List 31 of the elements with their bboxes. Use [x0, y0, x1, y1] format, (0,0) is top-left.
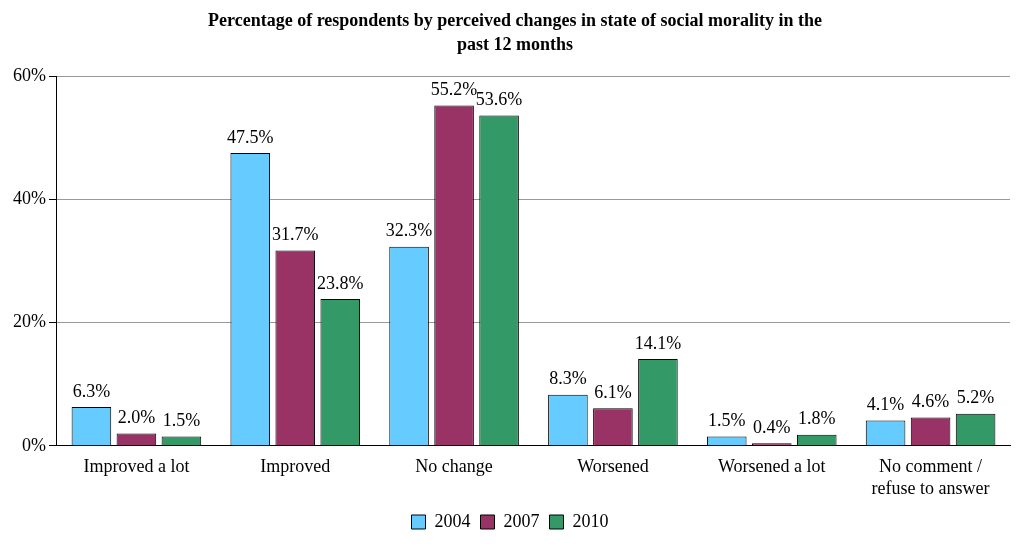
text: 4.1% — [866, 394, 905, 415]
y-tick-label: 20% — [12, 311, 46, 332]
text: 1.8% — [798, 408, 836, 429]
x-tick-label: Improved a lot — [83, 456, 190, 477]
text: 4.6% — [911, 391, 950, 412]
y-tick-label: 0% — [21, 434, 46, 455]
legend-label: 2010 — [572, 510, 609, 531]
y-tick-label: 60% — [12, 64, 46, 85]
text: 0.4% — [753, 417, 791, 438]
text: 55.2% — [430, 79, 478, 100]
x-tick-label: Worsened a lot — [717, 456, 826, 477]
y-tick-label: 40% — [12, 188, 46, 208]
text: 6.1% — [594, 381, 632, 402]
text: 23.8% — [317, 272, 364, 293]
text: 31.7% — [272, 224, 319, 245]
text: 1.5% — [162, 410, 201, 431]
x-tick-label: No comment / refuse to answer — [871, 456, 990, 498]
text: 32.3% — [385, 220, 433, 241]
text: 8.3% — [549, 368, 587, 389]
text: 6.3% — [72, 380, 111, 401]
legend-label: 2004 — [434, 510, 471, 531]
text: 14.1% — [634, 332, 682, 353]
x-tick-label: No change — [415, 456, 493, 477]
x-tick-label: Improved — [260, 456, 331, 477]
text: 1.5% — [708, 410, 746, 431]
legend-label: 2007 — [503, 510, 540, 531]
text: 47.5% — [226, 126, 274, 147]
text: 2.0% — [117, 407, 156, 428]
x-tick-label: Worsened — [577, 456, 649, 477]
chart-title: Percentage of respondents by perceived changes in state of social morality in the past 12 months — [207, 9, 823, 56]
text: 5.2% — [956, 387, 995, 408]
